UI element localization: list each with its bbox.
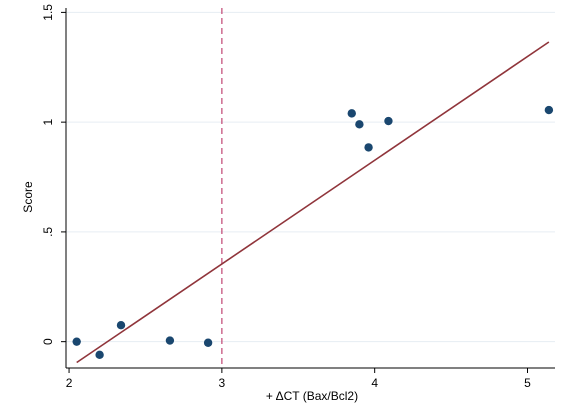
data-point bbox=[347, 109, 356, 118]
x-tick-label: 2 bbox=[66, 376, 73, 390]
x-tick-label: 4 bbox=[371, 376, 378, 390]
y-tick-label: .5 bbox=[41, 227, 55, 237]
data-point bbox=[355, 120, 364, 129]
data-point bbox=[203, 338, 213, 347]
data-point bbox=[384, 116, 393, 126]
point-layer bbox=[72, 105, 554, 360]
data-point bbox=[544, 105, 554, 115]
y-tick-label: 1 bbox=[41, 118, 55, 125]
y-axis-label: Score bbox=[21, 181, 35, 213]
fitted-line bbox=[76, 41, 550, 364]
axis-layer bbox=[65, 8, 555, 369]
x-axis-label: + ΔCT (Bax/Bcl2) bbox=[266, 389, 358, 403]
grid-layer bbox=[66, 11, 555, 343]
y-tick-label: 0 bbox=[41, 338, 55, 345]
data-point bbox=[72, 337, 81, 346]
data-point bbox=[165, 336, 175, 345]
x-tick-label: 5 bbox=[524, 376, 531, 390]
fit-line-layer bbox=[76, 41, 550, 364]
data-point bbox=[116, 320, 126, 330]
plot-background bbox=[66, 8, 555, 368]
tick-layer: 0 .5 1 1.5 2 3 4 5 bbox=[41, 4, 531, 390]
data-point bbox=[364, 143, 373, 152]
data-point bbox=[95, 350, 104, 360]
y-tick-label: 1.5 bbox=[41, 4, 55, 21]
x-tick-label: 3 bbox=[219, 376, 226, 390]
